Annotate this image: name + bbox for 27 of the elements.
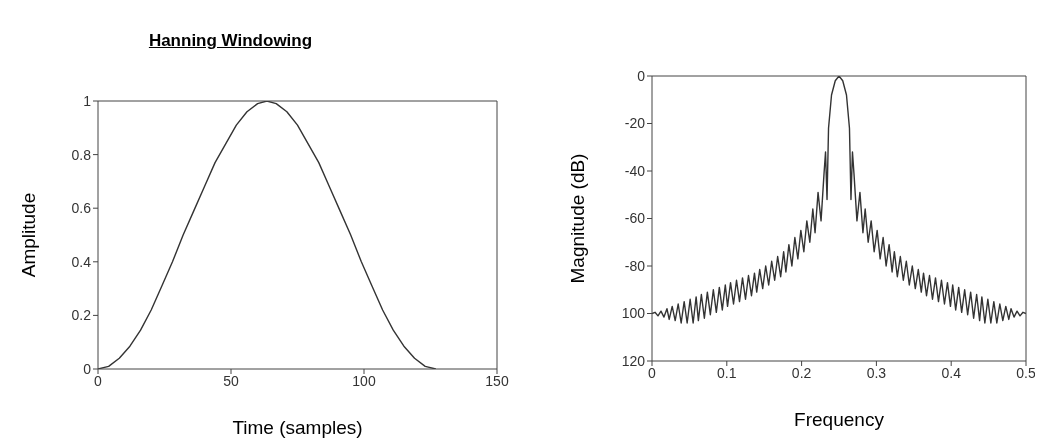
y-tick-label: -20 xyxy=(624,115,646,132)
x-axis-title: Frequency xyxy=(794,409,885,431)
y-axis-title: Magnitude (dB) xyxy=(566,153,588,284)
y-tick-label: 1 xyxy=(83,92,92,109)
y-tick-label: 0.6 xyxy=(71,200,92,217)
x-tick-label: 0.2 xyxy=(791,364,812,381)
y-tick-label: -40 xyxy=(624,162,646,179)
y-tick-label: 120 xyxy=(621,352,646,369)
x-tick-label: 0 xyxy=(94,372,103,389)
y-tick-label: 100 xyxy=(621,305,646,322)
y-axis-title: Amplitude xyxy=(17,192,39,278)
y-tick-label: -60 xyxy=(624,210,646,227)
y-tick-label: -80 xyxy=(624,257,646,274)
x-axis-title: Time (samples) xyxy=(232,417,363,439)
y-tick-label: 0 xyxy=(637,67,646,84)
x-tick-label: 0.1 xyxy=(717,364,737,381)
x-tick-label: 0 xyxy=(648,364,657,381)
y-tick-label: 0.2 xyxy=(71,307,92,324)
x-tick-label: 50 xyxy=(223,372,239,389)
x-tick-label: 100 xyxy=(352,372,376,389)
x-tick-label: 0.3 xyxy=(866,364,887,381)
y-tick-label: 0.4 xyxy=(71,253,92,270)
x-tick-label: 150 xyxy=(485,372,509,389)
y-tick-label: 0.8 xyxy=(71,146,92,163)
x-tick-label: 0.4 xyxy=(941,364,962,381)
chart-title: Hanning Windowing xyxy=(147,30,314,52)
x-tick-label: 0.5 xyxy=(1016,364,1036,381)
